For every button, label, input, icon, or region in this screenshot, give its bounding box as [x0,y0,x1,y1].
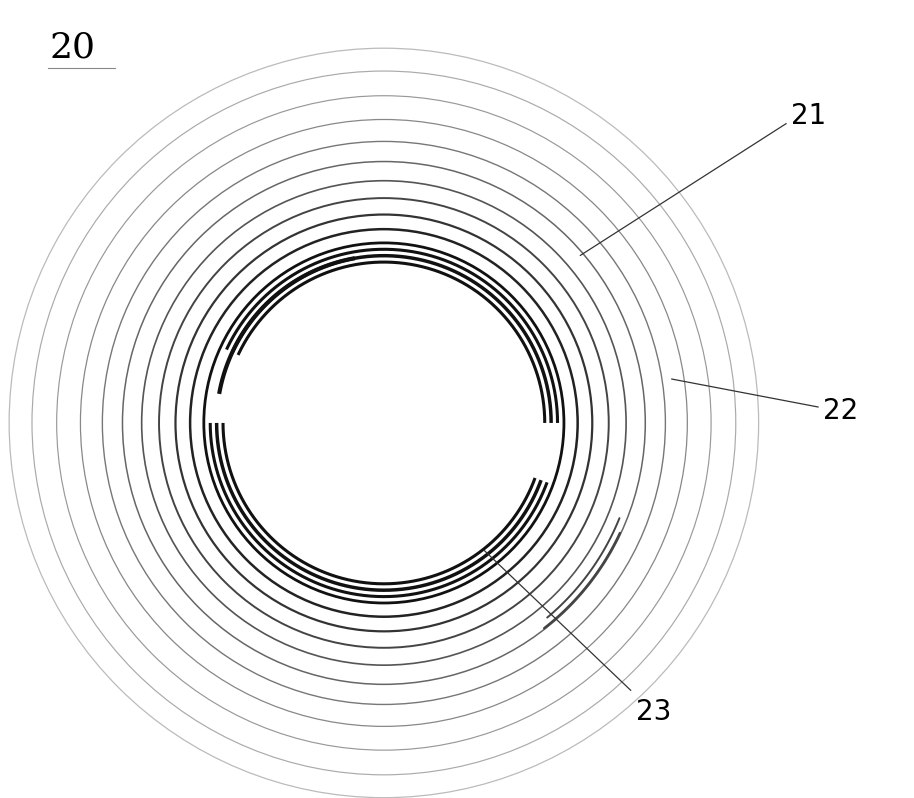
Text: 20: 20 [50,30,96,64]
Text: 22: 22 [824,397,858,425]
Text: 21: 21 [792,101,826,130]
Text: 23: 23 [636,697,671,726]
